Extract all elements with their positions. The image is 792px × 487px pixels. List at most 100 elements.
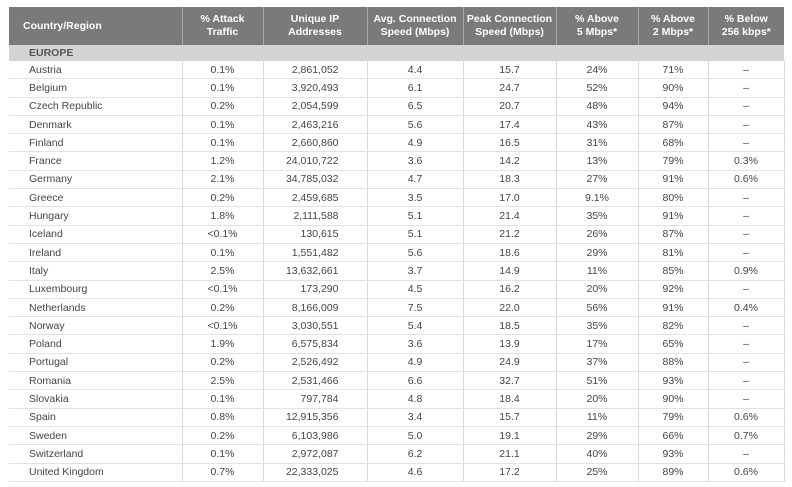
cell-above-5mbps: 31% — [555, 133, 638, 153]
cell-attack-traffic: <0.1% — [181, 280, 263, 299]
cell-below-256kbps: 0.6% — [707, 463, 785, 482]
table-row: Germany 2.1% 34,785,032 4.7 18.3 27% 91% 0.6% — [9, 170, 785, 190]
cell-below-256kbps: – — [707, 78, 785, 98]
cell-below-256kbps: – — [707, 206, 785, 226]
cell-country-region: Romania — [9, 371, 182, 391]
cell-below-256kbps: 0.6% — [707, 170, 785, 190]
cell-peak-speed: 21.2 — [462, 225, 556, 244]
cell-attack-traffic: 0.1% — [181, 389, 263, 409]
cell-above-5mbps: 40% — [555, 444, 638, 464]
cell-country-region: Czech Republic — [9, 97, 182, 116]
cell-unique-ip: 3,920,493 — [262, 78, 367, 98]
cell-unique-ip: 34,785,032 — [262, 170, 367, 190]
cell-above-2mbps: 92% — [637, 280, 708, 299]
cell-attack-traffic: 0.1% — [181, 78, 263, 98]
cell-country-region: United Kingdom — [9, 463, 182, 482]
cell-below-256kbps: – — [707, 97, 785, 116]
table-row: Poland 1.9% 6,575,834 3.6 13.9 17% 65% – — [9, 334, 785, 354]
cell-avg-speed: 7.5 — [366, 298, 463, 318]
cell-avg-speed: 4.7 — [366, 170, 463, 190]
column-header-line: % Below — [724, 13, 768, 25]
cell-above-2mbps: 87% — [637, 225, 708, 244]
cell-below-256kbps: – — [707, 61, 785, 80]
column-header-line: % Attack — [200, 13, 245, 25]
table-row: Czech Republic 0.2% 2,054,599 6.5 20.7 48% 94%… — [9, 97, 785, 116]
cell-country-region: Greece — [9, 188, 182, 208]
cell-attack-traffic: 0.1% — [181, 243, 263, 263]
cell-above-5mbps: 11% — [555, 408, 638, 427]
cell-unique-ip: 2,459,685 — [262, 188, 367, 208]
cell-peak-speed: 15.7 — [462, 408, 556, 427]
cell-below-256kbps: 0.9% — [707, 261, 785, 281]
cell-attack-traffic: 2.5% — [181, 371, 263, 391]
cell-peak-speed: 14.2 — [462, 151, 556, 171]
cell-above-2mbps: 81% — [637, 243, 708, 263]
cell-above-5mbps: 11% — [555, 261, 638, 281]
cell-country-region: Belgium — [9, 78, 182, 98]
table-row: Romania 2.5% 2,531,466 6.6 32.7 51% 93% – — [9, 371, 785, 391]
cell-above-2mbps: 91% — [637, 170, 708, 190]
table-row: Luxembourg <0.1% 173,290 4.5 16.2 20% 92% – — [9, 280, 785, 299]
cell-country-region: Sweden — [9, 426, 182, 446]
cell-country-region: Iceland — [9, 225, 182, 244]
cell-peak-speed: 24.9 — [462, 353, 556, 373]
cell-attack-traffic: 1.9% — [181, 334, 263, 354]
cell-unique-ip: 1,551,482 — [262, 243, 367, 263]
region-label: EUROPE — [9, 45, 784, 61]
cell-country-region: Switzerland — [9, 444, 182, 464]
cell-above-2mbps: 71% — [637, 61, 708, 80]
cell-below-256kbps: – — [707, 243, 785, 263]
cell-below-256kbps: – — [707, 334, 785, 354]
cell-avg-speed: 6.2 — [366, 444, 463, 464]
cell-peak-speed: 16.2 — [462, 280, 556, 299]
cell-avg-speed: 4.6 — [366, 463, 463, 482]
cell-unique-ip: 2,972,087 — [262, 444, 367, 464]
column-header-below-256kbps: % Below 256 kbps* — [707, 7, 784, 45]
cell-country-region: Spain — [9, 408, 182, 427]
cell-attack-traffic: 0.1% — [181, 115, 263, 135]
cell-above-5mbps: 43% — [555, 115, 638, 135]
cell-above-5mbps: 24% — [555, 61, 638, 80]
table-row: Finland 0.1% 2,660,860 4.9 16.5 31% 68% – — [9, 133, 785, 153]
table-header-row: Country/Region % Attack Traffic Unique IP Ad… — [9, 7, 784, 45]
cell-country-region: Finland — [9, 133, 182, 153]
cell-country-region: Hungary — [9, 206, 182, 226]
cell-attack-traffic: 2.5% — [181, 261, 263, 281]
cell-avg-speed: 5.6 — [366, 243, 463, 263]
cell-avg-speed: 3.6 — [366, 151, 463, 171]
cell-below-256kbps: 0.7% — [707, 426, 785, 446]
cell-above-5mbps: 13% — [555, 151, 638, 171]
cell-above-2mbps: 65% — [637, 334, 708, 354]
cell-below-256kbps: – — [707, 133, 785, 153]
column-header-country-region: Country/Region — [9, 7, 182, 45]
cell-unique-ip: 2,531,466 — [262, 371, 367, 391]
column-header-above-2mbps: % Above 2 Mbps* — [637, 7, 708, 45]
cell-above-2mbps: 93% — [637, 371, 708, 391]
data-table-container: Country/Region % Attack Traffic Unique IP Ad… — [9, 7, 785, 482]
cell-attack-traffic: 2.1% — [181, 170, 263, 190]
column-header-line: Traffic — [206, 26, 239, 38]
column-header-line: 256 kbps* — [721, 26, 771, 38]
cell-below-256kbps: – — [707, 444, 785, 464]
cell-above-5mbps: 9.1% — [555, 188, 638, 208]
cell-avg-speed: 3.6 — [366, 334, 463, 354]
cell-country-region: Portugal — [9, 353, 182, 373]
column-header-unique-ip: Unique IP Addresses — [262, 7, 367, 45]
cell-peak-speed: 14.9 — [462, 261, 556, 281]
column-header-line: 5 Mbps* — [576, 26, 618, 38]
cell-below-256kbps: – — [707, 371, 785, 391]
table-row: Italy 2.5% 13,632,661 3.7 14.9 11% 85% 0.9% — [9, 261, 785, 281]
cell-above-5mbps: 29% — [555, 426, 638, 446]
cell-below-256kbps: – — [707, 225, 785, 244]
cell-above-5mbps: 52% — [555, 78, 638, 98]
table-row: Denmark 0.1% 2,463,216 5.6 17.4 43% 87% – — [9, 115, 785, 135]
table-row: Slovakia 0.1% 797,784 4.8 18.4 20% 90% – — [9, 389, 785, 409]
cell-attack-traffic: 0.1% — [181, 444, 263, 464]
cell-peak-speed: 24.7 — [462, 78, 556, 98]
cell-above-2mbps: 82% — [637, 316, 708, 336]
cell-country-region: Denmark — [9, 115, 182, 135]
cell-peak-speed: 16.5 — [462, 133, 556, 153]
table-row: Austria 0.1% 2,861,052 4.4 15.7 24% 71% – — [9, 61, 785, 80]
cell-avg-speed: 5.1 — [366, 206, 463, 226]
cell-above-2mbps: 68% — [637, 133, 708, 153]
